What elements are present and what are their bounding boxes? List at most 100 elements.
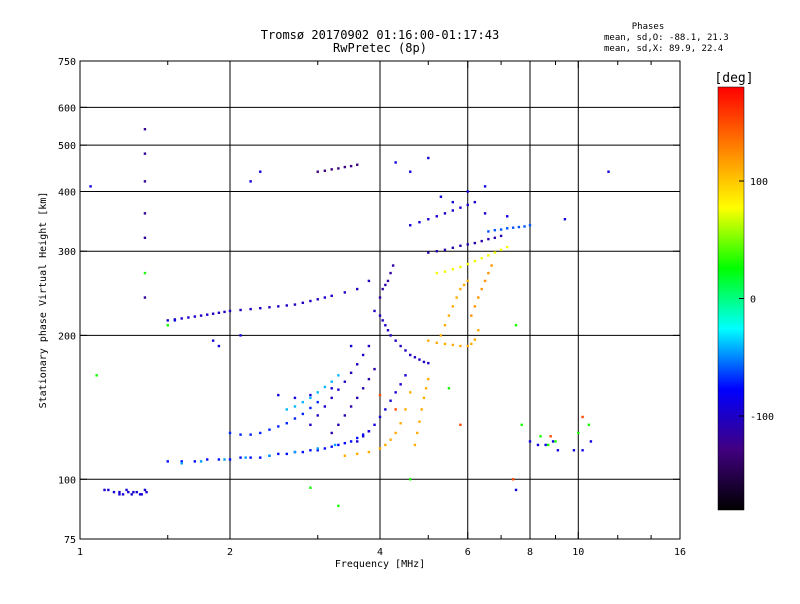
data-point xyxy=(125,488,128,492)
data-point xyxy=(394,161,397,164)
data-point xyxy=(399,422,402,425)
data-point xyxy=(389,399,392,402)
data-point xyxy=(473,259,477,263)
y-tick-label: 200 xyxy=(58,331,76,342)
data-point xyxy=(427,361,430,365)
data-point xyxy=(143,296,147,299)
data-point xyxy=(223,310,226,314)
data-point xyxy=(89,185,92,188)
data-point xyxy=(459,423,462,427)
data-point xyxy=(473,200,477,204)
data-point xyxy=(466,243,469,246)
data-point xyxy=(143,152,147,155)
data-point xyxy=(309,299,312,303)
data-point xyxy=(239,308,242,312)
data-point xyxy=(293,396,297,400)
data-point xyxy=(301,400,305,404)
data-point xyxy=(323,296,327,299)
data-point xyxy=(343,291,347,294)
data-point xyxy=(337,388,340,391)
data-point xyxy=(466,203,469,207)
data-point xyxy=(404,408,407,411)
data-point xyxy=(367,430,371,433)
data-point xyxy=(539,435,542,438)
data-point xyxy=(563,218,567,221)
y-axis-label: Stationary phase Virtual Height [km] xyxy=(38,192,49,409)
data-point xyxy=(285,452,288,456)
data-point xyxy=(330,294,333,298)
x-tick-labels: 1 2 4 6 8 10 16 xyxy=(77,547,686,558)
data-point xyxy=(447,387,451,390)
data-point xyxy=(145,490,148,494)
data-point xyxy=(473,338,477,341)
data-point xyxy=(505,227,509,230)
data-point xyxy=(389,271,392,275)
data-point xyxy=(316,298,319,301)
data-point xyxy=(180,460,183,463)
data-point xyxy=(427,218,430,221)
data-point xyxy=(480,257,483,260)
data-point xyxy=(378,314,382,317)
data-point xyxy=(391,264,395,267)
data-point xyxy=(118,493,121,496)
data-point xyxy=(143,127,147,131)
x-tick-label: 4 xyxy=(377,547,383,558)
data-point xyxy=(228,458,232,461)
data-point xyxy=(443,270,447,273)
data-point xyxy=(259,306,262,310)
data-point xyxy=(112,490,116,494)
data-point xyxy=(180,317,183,320)
data-point xyxy=(514,488,518,492)
data-point xyxy=(355,287,359,291)
data-point xyxy=(211,312,215,315)
data-point xyxy=(413,356,417,359)
data-point xyxy=(166,460,169,463)
data-point xyxy=(551,440,555,443)
data-point xyxy=(349,405,353,408)
data-point xyxy=(451,246,455,249)
y-tick-label: 500 xyxy=(58,141,76,152)
x-tick-label: 16 xyxy=(674,547,686,558)
data-point xyxy=(589,440,593,443)
data-point xyxy=(301,450,305,454)
data-point xyxy=(466,344,469,348)
data-point xyxy=(277,425,280,428)
y-tick-label: 100 xyxy=(58,475,76,486)
data-point xyxy=(399,344,402,348)
data-point xyxy=(409,224,412,227)
data-point xyxy=(389,438,392,441)
data-point xyxy=(244,456,247,459)
data-point xyxy=(249,180,252,183)
data-point xyxy=(249,456,252,459)
data-point xyxy=(118,490,121,494)
data-point xyxy=(316,400,319,404)
data-point xyxy=(607,170,610,173)
data-point xyxy=(330,396,333,400)
data-point xyxy=(493,251,497,254)
data-point xyxy=(435,215,438,218)
data-point xyxy=(466,262,469,266)
data-point xyxy=(323,169,327,172)
data-point xyxy=(386,329,390,332)
x-axis-label: Frequency [MHz] xyxy=(335,559,425,570)
data-point xyxy=(127,490,130,494)
data-point xyxy=(217,311,221,314)
x-tick-label: 1 xyxy=(77,547,83,558)
chart-title-line2: RwPretec (8p) xyxy=(333,41,427,55)
colorbar: [deg] 100 0 -100 xyxy=(714,71,774,511)
data-point xyxy=(422,360,426,364)
data-point xyxy=(330,445,333,448)
y-tick-label: 600 xyxy=(58,103,76,114)
data-point xyxy=(499,228,503,231)
data-point xyxy=(143,271,147,275)
y-tick-labels: 75 100 200 300 400 500 600 750 xyxy=(58,57,76,546)
data-point xyxy=(394,391,397,394)
data-point xyxy=(409,391,412,394)
data-point xyxy=(413,443,417,447)
data-point xyxy=(466,190,469,193)
data-point xyxy=(330,380,333,383)
data-point xyxy=(205,313,209,316)
data-point xyxy=(577,431,580,435)
data-point xyxy=(451,268,455,271)
